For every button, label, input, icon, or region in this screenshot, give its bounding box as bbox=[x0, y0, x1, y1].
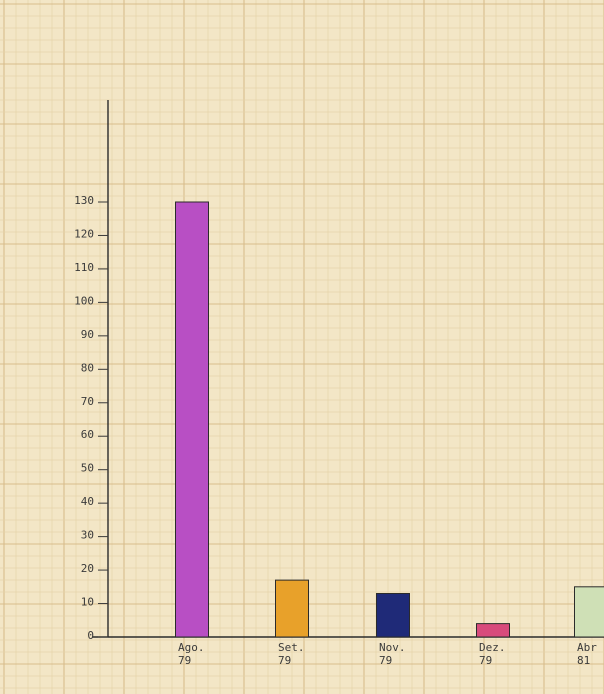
y-tick-label: 80 bbox=[81, 361, 94, 374]
y-tick-label: 110 bbox=[74, 261, 94, 274]
y-tick-label: 120 bbox=[74, 227, 94, 240]
y-tick-label: 20 bbox=[81, 562, 94, 575]
y-tick-labels: 0 10 20 30 40 50 60 70 80 90 100 110 120 130 bbox=[74, 194, 108, 642]
bar bbox=[376, 593, 410, 638]
y-tick-label: 0 bbox=[87, 629, 94, 642]
category-label-month: Ago. bbox=[178, 641, 205, 654]
y-tick-label: 10 bbox=[81, 596, 94, 609]
y-tick-label: 40 bbox=[81, 495, 94, 508]
category-label-year: 79 bbox=[379, 654, 392, 667]
y-tick-label: 90 bbox=[81, 328, 94, 341]
category-label-year: 79 bbox=[278, 654, 291, 667]
y-tick-label: 60 bbox=[81, 428, 94, 441]
y-tick-label: 100 bbox=[74, 294, 94, 307]
bar bbox=[175, 201, 209, 638]
bars bbox=[175, 201, 604, 638]
category-label-month: Set. bbox=[278, 641, 305, 654]
chart-axes bbox=[92, 100, 604, 638]
category-label-month: Dez. bbox=[479, 641, 506, 654]
y-tick-label: 30 bbox=[81, 529, 94, 542]
y-tick-label: 70 bbox=[81, 395, 94, 408]
category-label-month: Abr bbox=[577, 641, 597, 654]
category-label-year: 81 bbox=[577, 654, 590, 667]
category-label-month: Nov. bbox=[379, 641, 406, 654]
bar bbox=[574, 586, 604, 638]
category-label-year: 79 bbox=[178, 654, 191, 667]
y-tick-label: 130 bbox=[74, 194, 94, 207]
category-label-year: 79 bbox=[479, 654, 492, 667]
bar bbox=[476, 623, 510, 638]
bar bbox=[275, 579, 309, 638]
y-tick-label: 50 bbox=[81, 462, 94, 475]
